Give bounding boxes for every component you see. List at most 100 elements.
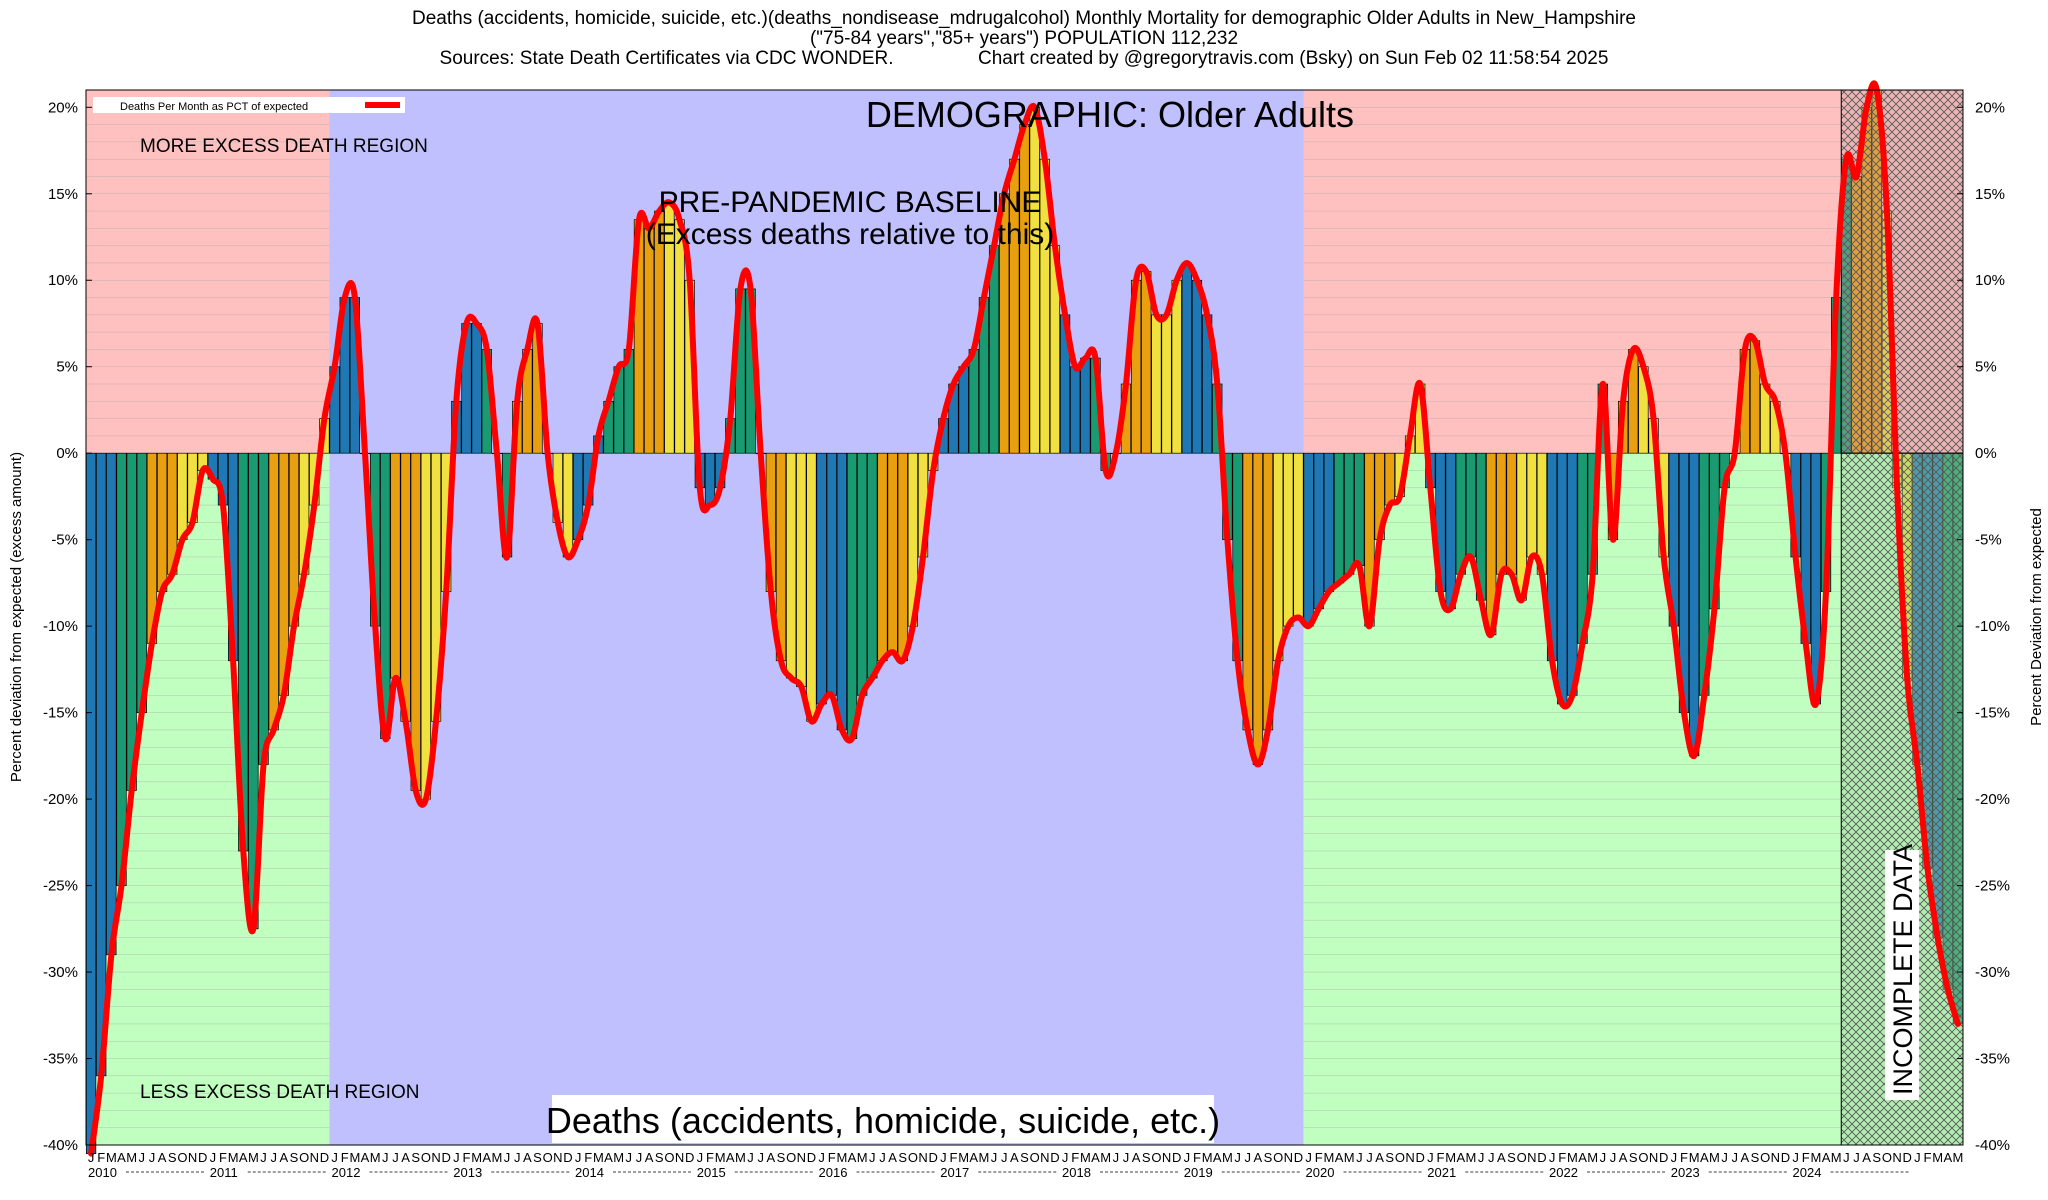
bar (1161, 314, 1172, 454)
x-tick-label-month: O (543, 1150, 553, 1165)
bar (1313, 452, 1324, 610)
x-tick-label-month: O (299, 1150, 309, 1165)
bar (471, 323, 482, 454)
x-tick-label-month: S (1020, 1150, 1029, 1165)
x-tick-label-month: N (1771, 1150, 1780, 1165)
bar (420, 452, 432, 800)
x-tick-label-month: S (1507, 1150, 1516, 1165)
more-excess-region (86, 90, 330, 454)
x-tick-label-month: D (1659, 1150, 1668, 1165)
x-tick-label-month: N (1649, 1150, 1658, 1165)
x-tick-label-month: J (1792, 1150, 1799, 1165)
x-tick-label-month: A (158, 1150, 167, 1165)
x-tick-label-month: J (636, 1150, 643, 1165)
bar (846, 452, 858, 739)
y-tick-label-left: 0% (56, 445, 78, 462)
x-tick-label-year: 2021 (1427, 1165, 1456, 1180)
x-tick-label-month: M (958, 1150, 969, 1165)
x-tick-label-month: D (198, 1150, 207, 1165)
x-tick-label-month: A (1010, 1150, 1019, 1165)
x-tick-label-year: 2020 (1306, 1165, 1335, 1180)
x-tick-label-month: J (210, 1150, 217, 1165)
x-tick-label-month: A (523, 1150, 532, 1165)
bar (390, 452, 401, 679)
x-tick-label-month: J (1914, 1150, 1921, 1165)
x-tick-label-month: J (270, 1150, 277, 1165)
x-tick-label-month: S (655, 1150, 664, 1165)
bar (1557, 452, 1568, 705)
x-tick-label-month: M (1445, 1150, 1456, 1165)
x-tick-label-month: J (1610, 1150, 1617, 1165)
less-region-label: LESS EXCESS DEATH REGION (140, 1082, 419, 1103)
x-tick-label-month: A (1619, 1150, 1628, 1165)
x-tick-label-month: M (1810, 1150, 1821, 1165)
x-tick-label-month: M (349, 1150, 360, 1165)
y-tick-label-right: -40% (1975, 1137, 2010, 1154)
x-tick-label-month: M (1080, 1150, 1091, 1165)
x-tick-label-month: S (1751, 1150, 1760, 1165)
bottom-label: Deaths (accidents, homicide, suicide, et… (546, 1100, 1220, 1141)
x-tick-label-month: D (1903, 1150, 1912, 1165)
bar (1455, 452, 1466, 575)
x-tick-label-month: M (715, 1150, 726, 1165)
x-tick-label-month: F (1924, 1150, 1932, 1165)
x-tick-label-month: J (331, 1150, 338, 1165)
chart-title: DEMOGRAPHIC: Older Adults (866, 94, 1354, 135)
x-tick-label-month: F (219, 1150, 227, 1165)
x-tick-label-month: S (1385, 1150, 1394, 1165)
x-tick-label-month: A (1822, 1150, 1831, 1165)
y-tick-label-left: -20% (43, 791, 78, 808)
x-tick-label-month: O (1395, 1150, 1405, 1165)
bar (1080, 357, 1091, 454)
x-tick-label-month: M (1831, 1150, 1842, 1165)
x-tick-label-month: A (1578, 1150, 1587, 1165)
x-tick-label-month: F (97, 1150, 105, 1165)
x-tick-label-month: D (1172, 1150, 1181, 1165)
bar (1384, 452, 1395, 506)
x-tick-label-month: J (1671, 1150, 1678, 1165)
x-tick-label-month: S (1264, 1150, 1273, 1165)
bar (1283, 452, 1294, 627)
bar (877, 452, 888, 662)
x-tick-label-month: J (504, 1150, 511, 1165)
x-tick-label-month: F (1315, 1150, 1323, 1165)
x-tick-label-month: F (828, 1150, 836, 1165)
x-tick-label-month: J (514, 1150, 521, 1165)
y-tick-label-right: 20% (1975, 99, 2005, 116)
x-tick-label-month: D (807, 1150, 816, 1165)
bar (156, 452, 168, 592)
x-tick-label-month: N (1284, 1150, 1293, 1165)
y-tick-label-left: 5% (56, 359, 78, 376)
x-tick-label-month: A (1335, 1150, 1344, 1165)
x-tick-label-year: 2015 (697, 1165, 726, 1180)
x-tick-label-month: N (918, 1150, 927, 1165)
x-tick-label-month: A (1456, 1150, 1465, 1165)
incomplete-label-box (1885, 850, 1920, 1100)
x-tick-label-month: N (1892, 1150, 1901, 1165)
x-tick-label-month: J (1305, 1150, 1312, 1165)
bar (867, 452, 878, 679)
bar (1496, 452, 1507, 575)
x-tick-label-month: N (675, 1150, 684, 1165)
x-tick-label-month: D (1415, 1150, 1424, 1165)
x-tick-label-month: M (491, 1150, 502, 1165)
bar (674, 219, 685, 454)
bar (968, 349, 979, 454)
bar (126, 452, 137, 791)
x-tick-label-year: 2024 (1793, 1165, 1822, 1180)
x-tick-label-month: O (1030, 1150, 1040, 1165)
x-tick-label-month: F (1680, 1150, 1688, 1165)
bar (857, 452, 868, 696)
x-tick-label-month: S (1872, 1150, 1881, 1165)
bar (1070, 366, 1081, 454)
x-tick-label-month: N (797, 1150, 806, 1165)
bar (826, 452, 837, 696)
x-tick-label-month: M (1222, 1150, 1233, 1165)
x-tick-label-month: D (1050, 1150, 1059, 1165)
bar (1323, 452, 1335, 592)
y-axis-label-right: Percent Deviation from expected (2028, 508, 2045, 726)
x-tick-label-year: 2010 (88, 1165, 117, 1180)
x-tick-label-month: J (697, 1150, 704, 1165)
bar (816, 452, 827, 705)
